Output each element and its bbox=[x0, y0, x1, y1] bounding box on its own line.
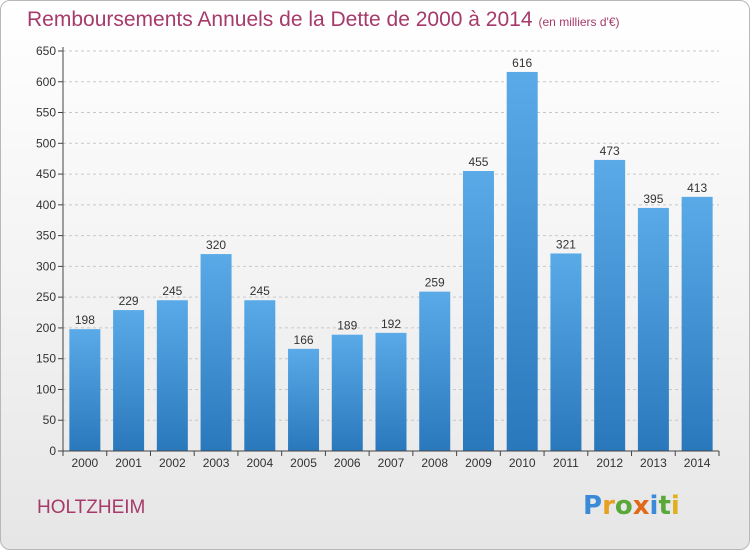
bar-value-label: 413 bbox=[687, 181, 707, 195]
bar bbox=[506, 71, 538, 451]
bar bbox=[200, 254, 232, 451]
bar-value-label: 320 bbox=[206, 238, 226, 252]
bar bbox=[594, 159, 626, 451]
bar-value-label: 455 bbox=[468, 155, 488, 169]
bar-value-label: 245 bbox=[162, 284, 182, 298]
bar bbox=[550, 253, 582, 451]
bar-value-label: 198 bbox=[75, 313, 95, 327]
chart-title: Remboursements Annuels de la Dette de 20… bbox=[27, 8, 620, 32]
bar-value-label: 395 bbox=[643, 192, 663, 206]
bar-value-label: 192 bbox=[381, 317, 401, 331]
y-tick-label: 450 bbox=[36, 167, 56, 181]
y-tick-label: 500 bbox=[36, 136, 56, 150]
x-tick-label: 2010 bbox=[509, 456, 536, 470]
x-tick-label: 2002 bbox=[159, 456, 186, 470]
y-tick-label: 100 bbox=[36, 382, 56, 396]
x-tick-label: 2003 bbox=[203, 456, 230, 470]
x-tick-label: 2000 bbox=[72, 456, 99, 470]
y-tick-label: 0 bbox=[49, 444, 56, 458]
y-tick-label: 250 bbox=[36, 290, 56, 304]
chart-title-text: Remboursements Annuels de la Dette de 20… bbox=[27, 8, 533, 31]
y-tick-label: 600 bbox=[36, 75, 56, 89]
x-tick-label: 2004 bbox=[246, 456, 273, 470]
bar bbox=[375, 332, 407, 451]
x-tick-label: 2005 bbox=[290, 456, 317, 470]
commune-name: HOLTZHEIM bbox=[37, 497, 146, 518]
x-tick-label: 2011 bbox=[553, 456, 579, 470]
bar bbox=[244, 300, 276, 451]
proxiti-logo[interactable]: Proxiti bbox=[583, 491, 680, 521]
y-tick-label: 50 bbox=[43, 413, 57, 427]
y-tick-label: 650 bbox=[36, 44, 56, 58]
bar bbox=[331, 334, 363, 451]
bar-value-label: 245 bbox=[250, 284, 270, 298]
y-tick-label: 350 bbox=[36, 229, 56, 243]
bar bbox=[637, 207, 669, 451]
bar-value-label: 473 bbox=[600, 144, 620, 158]
bar-value-label: 189 bbox=[337, 319, 357, 333]
labels: 0 50 100 150 200 250 300 350 400 450 500 550 600 650 1… bbox=[36, 44, 711, 470]
axes bbox=[62, 47, 720, 456]
x-tick-label: 2014 bbox=[684, 456, 711, 470]
bar bbox=[156, 300, 188, 451]
bar-value-label: 259 bbox=[425, 276, 445, 290]
y-tick-label: 550 bbox=[36, 106, 56, 120]
x-tick-label: 2009 bbox=[465, 456, 492, 470]
bar-value-label: 616 bbox=[512, 56, 532, 70]
y-tick-label: 400 bbox=[36, 198, 56, 212]
bar-value-label: 166 bbox=[294, 333, 314, 347]
bar bbox=[462, 171, 494, 451]
x-tick-label: 2013 bbox=[640, 456, 667, 470]
bars bbox=[69, 71, 713, 451]
bar bbox=[419, 291, 451, 451]
bar bbox=[288, 348, 320, 451]
bar bbox=[113, 310, 145, 451]
y-tick-label: 200 bbox=[36, 321, 56, 335]
bar bbox=[681, 196, 713, 451]
chart-unit: (en milliers d'€) bbox=[538, 15, 620, 29]
x-tick-label: 2007 bbox=[378, 456, 405, 470]
bar-value-label: 229 bbox=[119, 294, 139, 308]
y-tick-label: 150 bbox=[36, 352, 56, 366]
y-tick-label: 300 bbox=[36, 259, 56, 273]
bar-value-label: 321 bbox=[556, 237, 576, 251]
bar bbox=[69, 329, 101, 451]
x-tick-label: 2012 bbox=[596, 456, 623, 470]
x-tick-label: 2006 bbox=[334, 456, 361, 470]
x-tick-label: 2008 bbox=[421, 456, 448, 470]
x-tick-label: 2001 bbox=[115, 456, 142, 470]
